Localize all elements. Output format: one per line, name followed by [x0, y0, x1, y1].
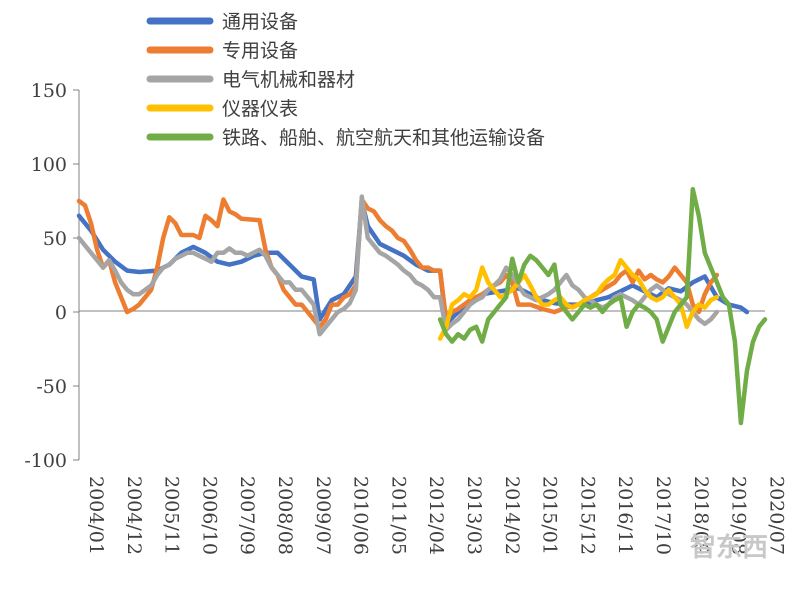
- x-tick-label: 2005/11: [161, 476, 183, 555]
- x-axis: 2004/01 2004/12 2005/11 2006/10 2007/09 2008/…: [79, 310, 787, 555]
- x-tick-label: 2020/07: [765, 476, 787, 555]
- x-tick-label: 2019/08: [728, 476, 750, 555]
- series-line: [76, 198, 750, 327]
- y-tick-label: 0: [55, 302, 67, 324]
- x-tick-label: 2007/09: [236, 476, 258, 555]
- x-tick-label: 2004/12: [123, 476, 145, 555]
- x-tick-label: 2008/08: [274, 476, 296, 555]
- legend-label: 仪器仪表: [222, 98, 298, 120]
- x-tick-label: 2015/12: [576, 476, 598, 555]
- x-tick-label: 2011/05: [387, 476, 409, 555]
- legend-label: 通用设备: [222, 11, 298, 33]
- x-tick-label: 2010/06: [350, 476, 372, 555]
- watermark-text: 智东西: [690, 532, 768, 563]
- series-line: [76, 194, 720, 337]
- y-tick-label: 50: [43, 228, 67, 250]
- y-tick-label: 100: [31, 154, 67, 176]
- x-tick-label: 2006/10: [198, 476, 220, 555]
- legend-label: 电气机械和器材: [222, 69, 355, 91]
- series-line: [437, 257, 720, 341]
- x-tick-label: 2013/03: [463, 476, 485, 555]
- y-tick-label: -100: [24, 450, 67, 472]
- y-axis: 150 100 50 0 -50 -100: [24, 80, 80, 472]
- legend-label: 铁路、船舶、航空航天和其他运输设备: [222, 127, 545, 149]
- x-tick-label: 2017/10: [652, 476, 674, 555]
- watermark: 智东西: [690, 532, 768, 563]
- x-tick-label: 2016/11: [614, 476, 636, 555]
- x-tick-label: 2012/04: [425, 476, 447, 555]
- x-tick-label: 2014/02: [501, 476, 523, 555]
- y-tick-label: -50: [36, 376, 67, 398]
- x-tick-label: 2009/07: [312, 476, 334, 555]
- x-tick-label: 2015/01: [539, 476, 561, 555]
- series-line: [76, 197, 720, 330]
- x-tick-label: 2018/09: [690, 476, 712, 555]
- series-layer: [76, 186, 768, 426]
- series-line: [437, 186, 768, 426]
- x-tick-label: 2004/01: [85, 476, 107, 555]
- y-tick-label: 150: [31, 80, 67, 102]
- legend-label: 专用设备: [222, 40, 298, 62]
